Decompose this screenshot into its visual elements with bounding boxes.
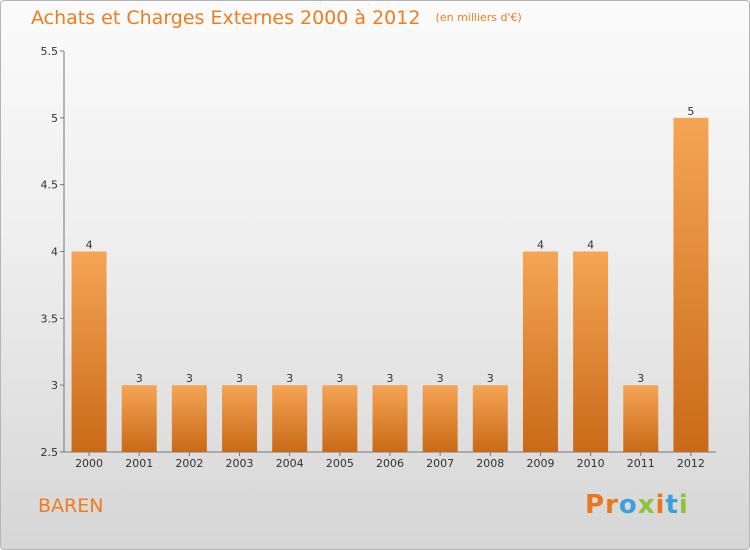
logo-letter: o bbox=[618, 490, 638, 520]
chart-unit: (en milliers d'€) bbox=[435, 11, 522, 24]
bar bbox=[472, 385, 508, 452]
bar bbox=[522, 251, 558, 452]
logo-letter: P bbox=[585, 490, 606, 520]
bar bbox=[222, 385, 258, 452]
y-tick-label: 5 bbox=[51, 112, 58, 125]
y-tick-label: 3.5 bbox=[41, 312, 59, 325]
bar-value-label: 3 bbox=[236, 372, 243, 385]
y-tick-label: 4 bbox=[51, 246, 58, 259]
bar-value-label: 3 bbox=[186, 372, 193, 385]
commune-name: BAREN bbox=[38, 495, 104, 517]
x-tick-label: 2010 bbox=[577, 457, 605, 470]
bar bbox=[673, 117, 709, 452]
x-tick-label: 2008 bbox=[476, 457, 504, 470]
bar bbox=[121, 385, 157, 452]
logo-letter: r bbox=[605, 490, 619, 520]
logo-letter: t bbox=[665, 490, 679, 520]
y-tick-label: 3 bbox=[51, 379, 58, 392]
bar-value-label: 3 bbox=[387, 372, 394, 385]
chart-bars: 4 3 3 3 3 3 3 3 3 4 4 3 5 bbox=[71, 105, 709, 452]
y-tick-label: 4.5 bbox=[41, 179, 59, 192]
y-tick-label: 5.5 bbox=[41, 45, 59, 58]
logo-letter: i bbox=[678, 490, 689, 520]
x-tick-label: 2009 bbox=[526, 457, 554, 470]
x-tick-label: 2006 bbox=[376, 457, 404, 470]
bar bbox=[372, 385, 408, 452]
x-tick-label: 2011 bbox=[627, 457, 655, 470]
bar-value-label: 5 bbox=[687, 105, 694, 118]
bar-value-label: 4 bbox=[587, 239, 594, 252]
bar bbox=[272, 385, 308, 452]
logo-letter: x bbox=[637, 490, 656, 520]
bar bbox=[171, 385, 207, 452]
bar-value-label: 4 bbox=[537, 239, 544, 252]
x-tick-label: 2012 bbox=[677, 457, 705, 470]
x-tick-label: 2001 bbox=[125, 457, 153, 470]
x-tick-label: 2005 bbox=[326, 457, 354, 470]
bar bbox=[322, 385, 358, 452]
bar-value-label: 3 bbox=[487, 372, 494, 385]
bar bbox=[623, 385, 659, 452]
bar bbox=[71, 251, 107, 452]
y-tick-label: 2.5 bbox=[41, 446, 59, 459]
bar-value-label: 3 bbox=[136, 372, 143, 385]
bar bbox=[573, 251, 609, 452]
bar bbox=[422, 385, 458, 452]
bar-value-label: 3 bbox=[286, 372, 293, 385]
bar-value-label: 3 bbox=[637, 372, 644, 385]
x-tick-label: 2002 bbox=[175, 457, 203, 470]
x-tick-label: 2000 bbox=[75, 457, 103, 470]
logo-letter: i bbox=[655, 490, 666, 520]
chart-title: Achats et Charges Externes 2000 à 2012 bbox=[31, 7, 421, 29]
bar-value-label: 3 bbox=[437, 372, 444, 385]
bar-value-label: 4 bbox=[86, 239, 93, 252]
x-tick-label: 2004 bbox=[276, 457, 304, 470]
bar-value-label: 3 bbox=[336, 372, 343, 385]
x-tick-label: 2007 bbox=[426, 457, 454, 470]
title-row: Achats et Charges Externes 2000 à 2012 (… bbox=[31, 7, 522, 29]
x-tick-label: 2003 bbox=[226, 457, 254, 470]
proxiti-logo[interactable]: Proxiti bbox=[585, 490, 689, 520]
